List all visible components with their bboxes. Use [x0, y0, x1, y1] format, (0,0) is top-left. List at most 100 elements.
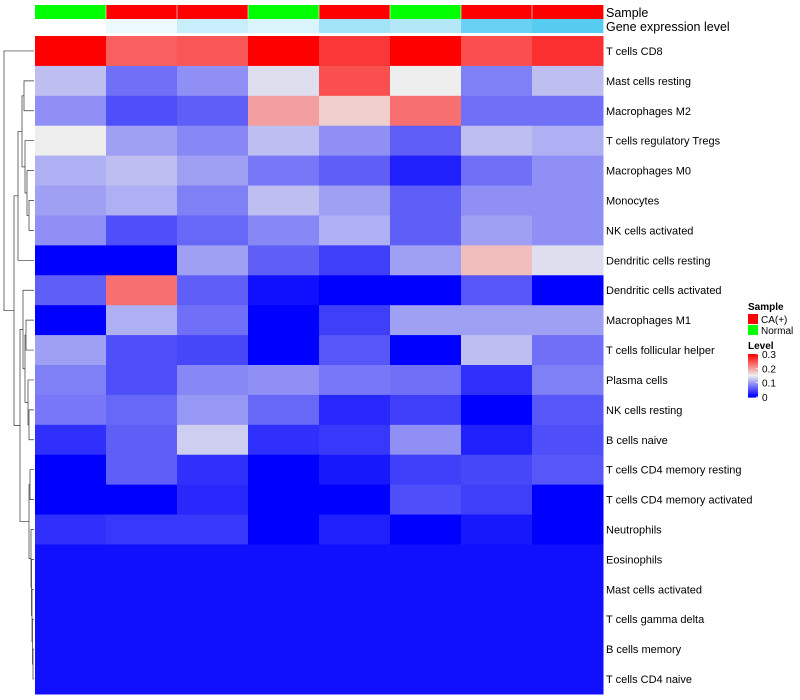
colorbar-segment — [748, 372, 758, 374]
heatmap-cell — [248, 544, 320, 575]
heatmap-cell — [177, 275, 249, 306]
legend-colorbar: 0.3 0.2 0.1 0 — [748, 350, 776, 404]
colorbar-segment — [748, 392, 758, 394]
heatmap-cell — [319, 65, 391, 97]
legend-swatch — [748, 325, 758, 335]
heatmap-cell — [35, 634, 107, 665]
heatmap-cell — [461, 65, 533, 97]
heatmap-cell — [177, 484, 249, 516]
heatmap-cell — [319, 424, 391, 456]
colorbar-segment — [748, 355, 758, 357]
sample-annotation-cell — [319, 5, 391, 19]
row-label: Dendritic cells resting — [606, 255, 711, 267]
sample-annotation-cell — [532, 5, 604, 19]
row-label: NK cells resting — [606, 405, 682, 417]
row-label: Mast cells activated — [606, 584, 702, 596]
dendrogram-branch — [17, 130, 34, 261]
colorbar-segment — [748, 390, 758, 392]
sample-annotation-cell — [35, 5, 107, 19]
heatmap-cell — [390, 365, 462, 396]
legend-level-title: Level — [748, 341, 774, 352]
heatmap-cell — [390, 484, 462, 516]
row-label: Monocytes — [606, 196, 660, 208]
colorbar-segment — [748, 360, 758, 362]
heatmap-cell — [35, 484, 107, 516]
heatmap-cell — [177, 215, 249, 246]
heatmap-cell — [532, 634, 604, 665]
legend-sample-items: CA(+)Normal — [748, 314, 793, 337]
heatmap-cell — [532, 365, 604, 396]
heatmap-cell — [177, 305, 249, 336]
heatmap-cell — [35, 664, 107, 695]
heatmap-cell — [319, 155, 391, 187]
dendrogram-branch — [29, 469, 34, 500]
heatmap-cell — [461, 424, 533, 456]
heatmap-cell — [177, 95, 249, 127]
heatmap-cell — [177, 454, 249, 486]
heatmap-cell — [461, 36, 533, 67]
heatmap-cell — [35, 95, 107, 127]
heatmap-cell — [461, 544, 533, 575]
heatmap-cell — [35, 125, 107, 157]
heatmap-cell — [319, 245, 391, 276]
heatmap-cell — [390, 604, 462, 635]
legend: Sample CA(+)Normal Level 0.3 0.2 0.1 0 — [748, 302, 793, 404]
heatmap-cell — [106, 245, 178, 276]
heatmap-cell — [35, 245, 107, 276]
expression-annotation-cell — [35, 19, 107, 33]
heatmap-cell — [248, 604, 320, 635]
heatmap-cell — [461, 125, 533, 157]
heatmap-cell — [390, 215, 462, 246]
heatmap-cell — [35, 305, 107, 336]
colorbar-segment — [748, 393, 758, 395]
heatmap-cell — [319, 454, 391, 486]
heatmap-cell — [35, 65, 107, 97]
colorbar-segment — [748, 388, 758, 390]
row-dendrogram — [3, 50, 34, 680]
heatmap-cells — [35, 36, 604, 695]
dendrogram-branch — [3, 50, 34, 312]
heatmap-cell — [177, 185, 249, 216]
heatmap-cell — [319, 185, 391, 216]
colorbar-segment — [748, 384, 758, 386]
dendrogram-branch — [26, 170, 34, 216]
colorbar-segment — [748, 369, 758, 371]
heatmap-cell — [177, 335, 249, 366]
heatmap-cell — [319, 604, 391, 635]
colorbar-tick-label: 0.2 — [762, 364, 776, 375]
colorbar-segment — [748, 370, 758, 372]
colorbar-segment — [748, 358, 758, 360]
row-label: Mast cells resting — [606, 76, 691, 88]
heatmap-cell — [461, 335, 533, 366]
heatmap-cell — [319, 394, 391, 426]
sample-annotation-label: Sample — [606, 6, 648, 20]
heatmap-cell — [319, 484, 391, 516]
heatmap-cell — [35, 36, 107, 67]
heatmap-cell — [532, 484, 604, 516]
heatmap-cell — [248, 574, 320, 605]
colorbar-tick-label: 0.1 — [762, 379, 776, 390]
heatmap-cell — [106, 305, 178, 336]
heatmap-cell — [390, 185, 462, 216]
heatmap-cell — [390, 335, 462, 366]
heatmap-cell — [248, 245, 320, 276]
dendrogram-branch — [32, 648, 34, 680]
colorbar-segment — [748, 354, 758, 356]
colorbar-segment — [748, 376, 758, 378]
heatmap-cell — [532, 215, 604, 246]
colorbar-segment — [748, 387, 758, 389]
heatmap-cell — [390, 574, 462, 605]
heatmap-cell — [35, 215, 107, 246]
heatmap-cell — [177, 365, 249, 396]
heatmap-cell — [248, 365, 320, 396]
heatmap-cell — [106, 335, 178, 366]
row-label: B cells memory — [606, 644, 682, 656]
heatmap-cell — [177, 245, 249, 276]
heatmap-cell — [35, 335, 107, 366]
heatmap-cell — [390, 514, 462, 545]
heatmap-cell — [248, 394, 320, 426]
sample-annotation-cell — [106, 5, 178, 19]
expression-annotation-label: Gene expression level — [606, 20, 730, 34]
heatmap-cell — [106, 155, 178, 187]
dendrogram-branch — [28, 200, 34, 231]
